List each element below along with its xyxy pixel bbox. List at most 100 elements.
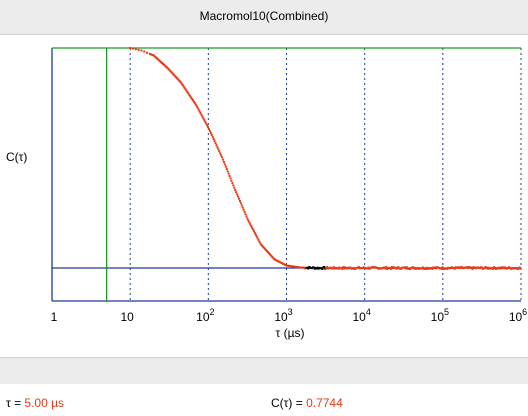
data-point xyxy=(188,93,191,96)
data-point xyxy=(404,267,407,270)
data-point xyxy=(389,267,392,270)
data-point xyxy=(185,89,188,92)
data-point xyxy=(227,172,230,175)
data-point xyxy=(224,165,227,168)
data-point xyxy=(201,115,204,118)
data-point xyxy=(174,75,177,78)
x-tick-label: 1 xyxy=(51,310,58,324)
data-point xyxy=(237,195,240,198)
data-point xyxy=(325,267,328,270)
x-axis-label: τ (µs) xyxy=(276,326,305,340)
y-axis-label: C(τ) xyxy=(6,150,27,164)
data-point xyxy=(349,266,352,269)
data-point xyxy=(500,267,503,270)
data-point xyxy=(167,68,170,71)
data-point xyxy=(337,267,340,270)
data-point xyxy=(252,230,255,233)
data-point xyxy=(208,129,211,132)
data-point xyxy=(166,67,169,70)
data-point xyxy=(517,267,520,270)
data-point xyxy=(204,120,207,123)
data-point xyxy=(226,170,229,173)
x-tick-label: 103 xyxy=(274,307,292,324)
data-point xyxy=(271,256,274,259)
data-point xyxy=(257,239,260,242)
data-point xyxy=(480,266,483,269)
data-point xyxy=(256,237,259,240)
data-point xyxy=(213,140,216,143)
data-point xyxy=(376,266,379,269)
data-point xyxy=(270,255,273,258)
chart-title: Macromol10(Combined) xyxy=(199,9,329,23)
data-point xyxy=(247,219,250,222)
data-point xyxy=(225,168,228,171)
data-point xyxy=(129,47,132,49)
data-point xyxy=(397,266,400,269)
data-point xyxy=(421,266,424,269)
data-point xyxy=(498,267,501,270)
data-point xyxy=(220,154,223,157)
x-tick-label: 10 xyxy=(120,310,134,324)
data-point xyxy=(424,267,427,270)
data-point xyxy=(218,150,221,153)
data-point xyxy=(197,108,200,111)
data-point xyxy=(486,267,489,270)
data-point xyxy=(487,266,490,269)
data-point xyxy=(200,113,203,116)
data-point xyxy=(140,49,143,52)
data-point xyxy=(431,267,434,270)
data-point xyxy=(248,221,251,224)
data-point xyxy=(453,267,456,270)
data-point xyxy=(434,267,437,270)
data-point xyxy=(237,197,240,200)
data-point xyxy=(384,267,387,270)
data-point xyxy=(261,245,264,248)
data-point xyxy=(169,70,172,73)
data-point xyxy=(390,266,393,269)
data-point xyxy=(196,106,199,109)
data-point xyxy=(176,77,179,80)
data-point xyxy=(395,267,398,270)
data-point xyxy=(269,254,272,257)
data-point xyxy=(179,81,182,84)
data-point xyxy=(258,240,261,243)
data-point xyxy=(307,267,310,270)
data-point xyxy=(251,226,254,229)
data-point xyxy=(241,206,244,209)
data-point xyxy=(228,175,231,178)
data-point xyxy=(184,88,187,91)
data-point xyxy=(198,110,201,113)
data-point xyxy=(199,112,202,115)
x-tick-label: 105 xyxy=(431,307,449,324)
data-point xyxy=(187,92,190,95)
x-tick-label: 104 xyxy=(352,307,370,324)
correlation-readout-label: C(τ) = xyxy=(271,396,307,410)
correlation-readout-value: 0.7744 xyxy=(306,396,343,410)
data-point xyxy=(440,267,443,270)
data-point xyxy=(207,127,210,130)
data-point xyxy=(231,182,234,185)
data-point xyxy=(215,144,218,147)
plot-area[interactable]: 1 10 102 103 104 105 106 τ (µs) C(τ) xyxy=(0,35,528,355)
data-point xyxy=(244,213,247,216)
data-point xyxy=(268,253,271,256)
correlation-chart[interactable]: 1 10 102 103 104 105 106 τ (µs) C(τ) xyxy=(0,35,528,355)
data-point xyxy=(180,82,183,85)
data-point xyxy=(203,119,206,122)
data-point xyxy=(242,208,245,211)
data-point xyxy=(255,235,258,238)
data-point xyxy=(177,78,180,81)
data-point xyxy=(229,177,232,180)
data-point xyxy=(341,267,344,270)
data-point xyxy=(252,228,255,231)
data-point xyxy=(205,122,208,125)
data-point xyxy=(404,266,407,269)
data-point xyxy=(221,156,224,159)
data-point xyxy=(232,184,235,187)
data-point xyxy=(192,100,195,103)
data-point xyxy=(175,76,178,79)
tau-readout: τ = 5.00 µs xyxy=(6,396,64,410)
data-point xyxy=(245,215,248,218)
data-point xyxy=(262,246,265,249)
data-point xyxy=(170,71,173,74)
